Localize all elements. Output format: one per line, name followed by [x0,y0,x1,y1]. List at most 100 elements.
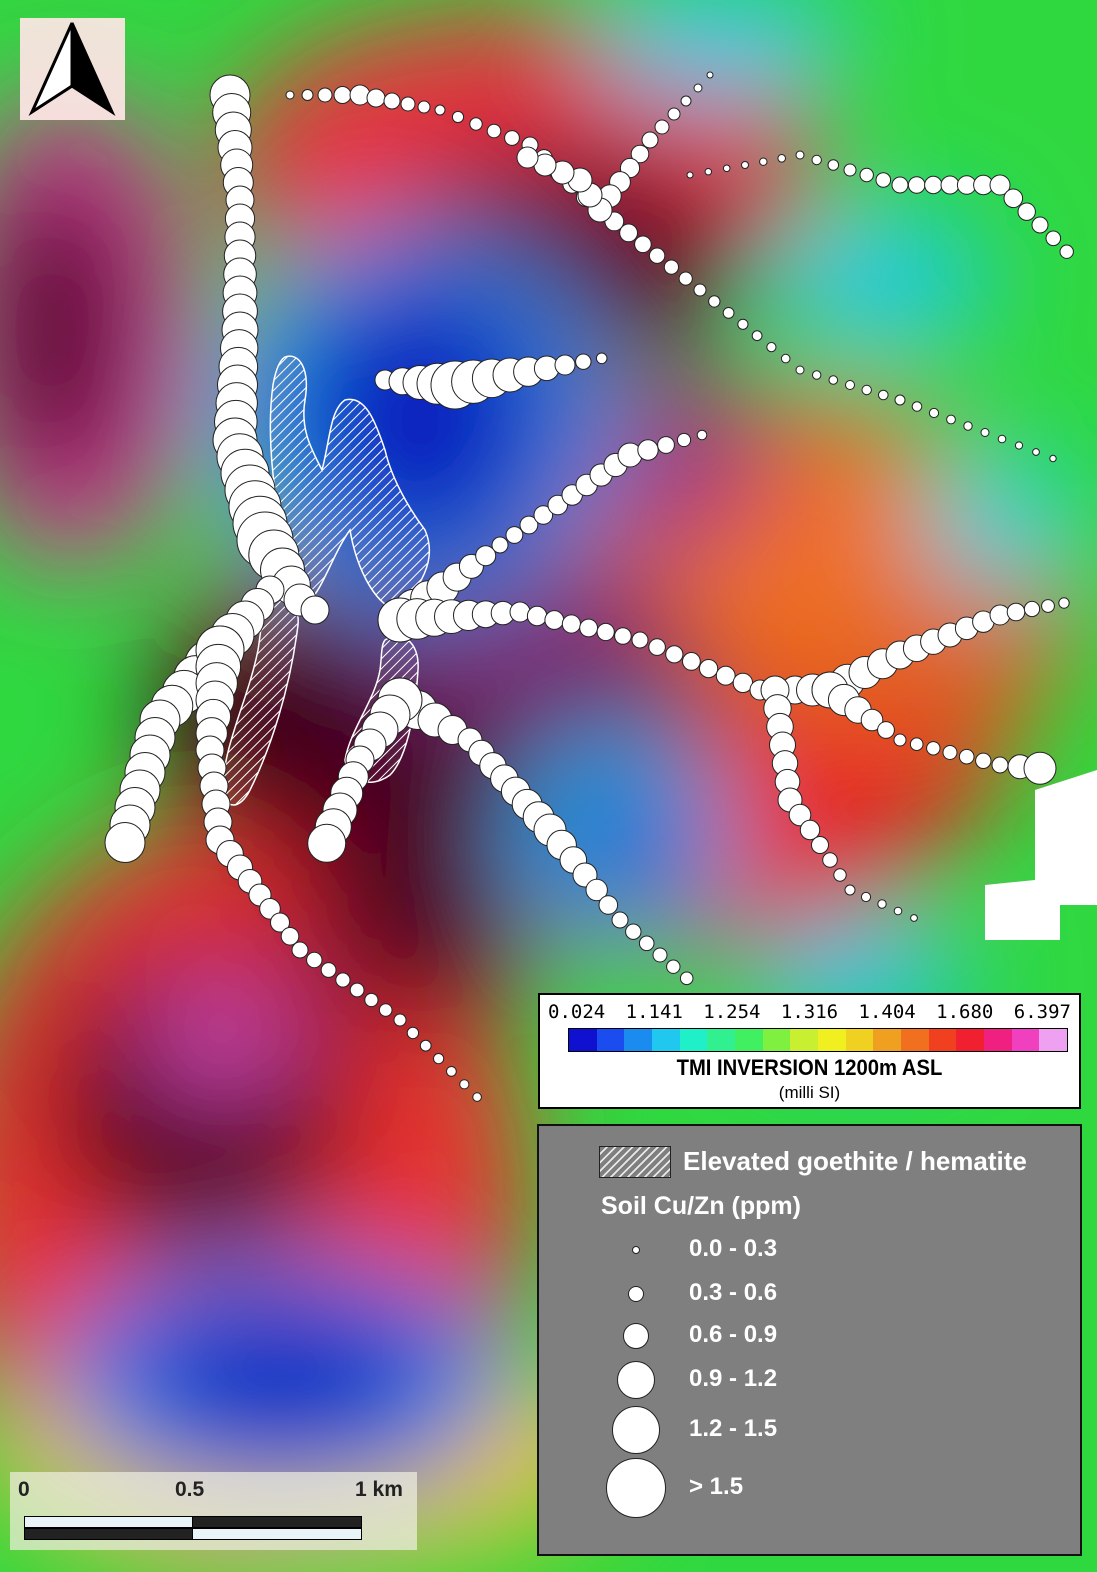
soil-sample-point [678,271,693,286]
colorbar-tick: 1.316 [780,1001,839,1023]
colorbar-segment [624,1029,653,1051]
soil-sample-point [666,959,681,974]
soil-sample-point [291,941,309,959]
soil-sample-point [638,935,655,952]
soil-sample-point [630,144,650,164]
soil-sample-point [859,167,874,183]
soil-sample-point [383,92,401,110]
colorbar-tick: 1.404 [858,1001,916,1023]
legend-circle-4 [612,1406,660,1454]
soil-sample-point [843,163,857,177]
soil-sample-point [860,891,872,903]
soil-sample-point [579,618,598,638]
soil-sample-point [491,536,509,554]
soil-sample-point [893,733,907,747]
colorbar-segment [928,1029,957,1051]
colorbar-segment [1039,1029,1068,1051]
soil-sample-point [1032,448,1040,456]
soil-sample-point [575,353,592,370]
legend-class-label: 0.6 - 0.9 [689,1321,778,1348]
legend-class-label: 0.0 - 0.3 [689,1235,778,1262]
soil-sample-point [637,439,659,461]
soil-sample-point [301,89,314,101]
soil-sample-point [1041,599,1055,613]
soil-sample-point [766,342,777,353]
soil-sample-point [822,852,838,868]
soil-sample-point [845,380,855,390]
soil-sample-point [686,171,694,179]
soil-sample-point [519,515,539,535]
soil-sample-point [349,982,365,998]
legend-circle-0 [632,1246,640,1254]
soil-sample-point [333,86,352,104]
soil-sample-point [648,247,666,264]
soil-sample-point [406,1026,420,1040]
soil-sample-point [619,223,638,243]
soil-sample-point [585,878,608,902]
colorbar-segment [901,1029,929,1051]
soil-sample-point [699,659,719,679]
soil-sample-point [300,595,330,625]
soil-sample-point [909,737,924,752]
soil-sample-point [795,365,805,375]
soil-sample-point [1023,600,1041,618]
colorbar-segment [984,1029,1012,1051]
soil-sample-point [799,819,821,841]
north-arrow [20,18,125,120]
soil-sample-point [419,1039,432,1052]
soil-sample-point [696,429,708,441]
soil-sample-point [657,436,675,454]
soil-sample-point [652,947,668,963]
colorbar-segment [652,1029,680,1051]
soil-sample-point [393,1013,407,1027]
soil-sample-point [975,752,992,769]
scale-seg-2b [192,1528,362,1540]
soil-sample-point [997,434,1007,444]
soil-sample-point [547,494,569,516]
soil-sample-point [946,414,956,425]
soil-sample-point [270,912,290,933]
north-arrow-icon [28,22,116,117]
soil-sample-point [875,172,892,188]
soil-sample-point [722,164,731,173]
legend-class-label: 1.2 - 1.5 [689,1415,778,1442]
soil-sample-point [860,708,884,732]
soil-sample-point [891,176,909,194]
soil-sample-point [320,962,337,978]
colorbar-tick: 6.397 [1013,1001,1071,1023]
soil-sample-point [641,131,659,149]
soil-sample-point [554,354,576,376]
soil-sample-point [844,884,856,896]
soil-sample-point [665,645,684,664]
scale-seg-1b [24,1528,194,1540]
soil-sample-point [364,992,379,1008]
soil-sample-point [509,601,531,623]
soil-sample-point [926,741,941,756]
soil-sample-point [706,71,714,79]
colorbar-segment [735,1029,763,1051]
soil-sample-point [451,110,465,124]
colorbar-ticks: 0.024 1.141 1.254 1.316 1.404 1.680 6.397 [548,1001,1071,1023]
legend-circle-3 [617,1361,655,1399]
colorbar-segment [707,1029,736,1051]
soil-sample-point [827,159,840,171]
soil-sample-point [648,638,666,656]
legend-class-label: 0.3 - 0.6 [689,1279,778,1306]
colorbar-segment [679,1029,708,1051]
hatch-label: Elevated goethite / hematite [683,1146,1027,1176]
soil-sample-point [1017,202,1036,221]
legend-class-label: > 1.5 [689,1473,744,1500]
soil-sample-point [963,421,973,431]
soil-sample-point [907,176,926,194]
soil-sample-point [679,971,694,986]
soil-sample-point [400,96,416,112]
legend-circle-2 [623,1323,649,1349]
soil-sample-point [780,353,791,364]
soil-sample-point [611,911,629,929]
soil-sample-point [434,104,446,116]
soil-sample-point [833,868,847,882]
soil-sample-point [861,384,872,396]
soil-sample-point [795,150,805,160]
